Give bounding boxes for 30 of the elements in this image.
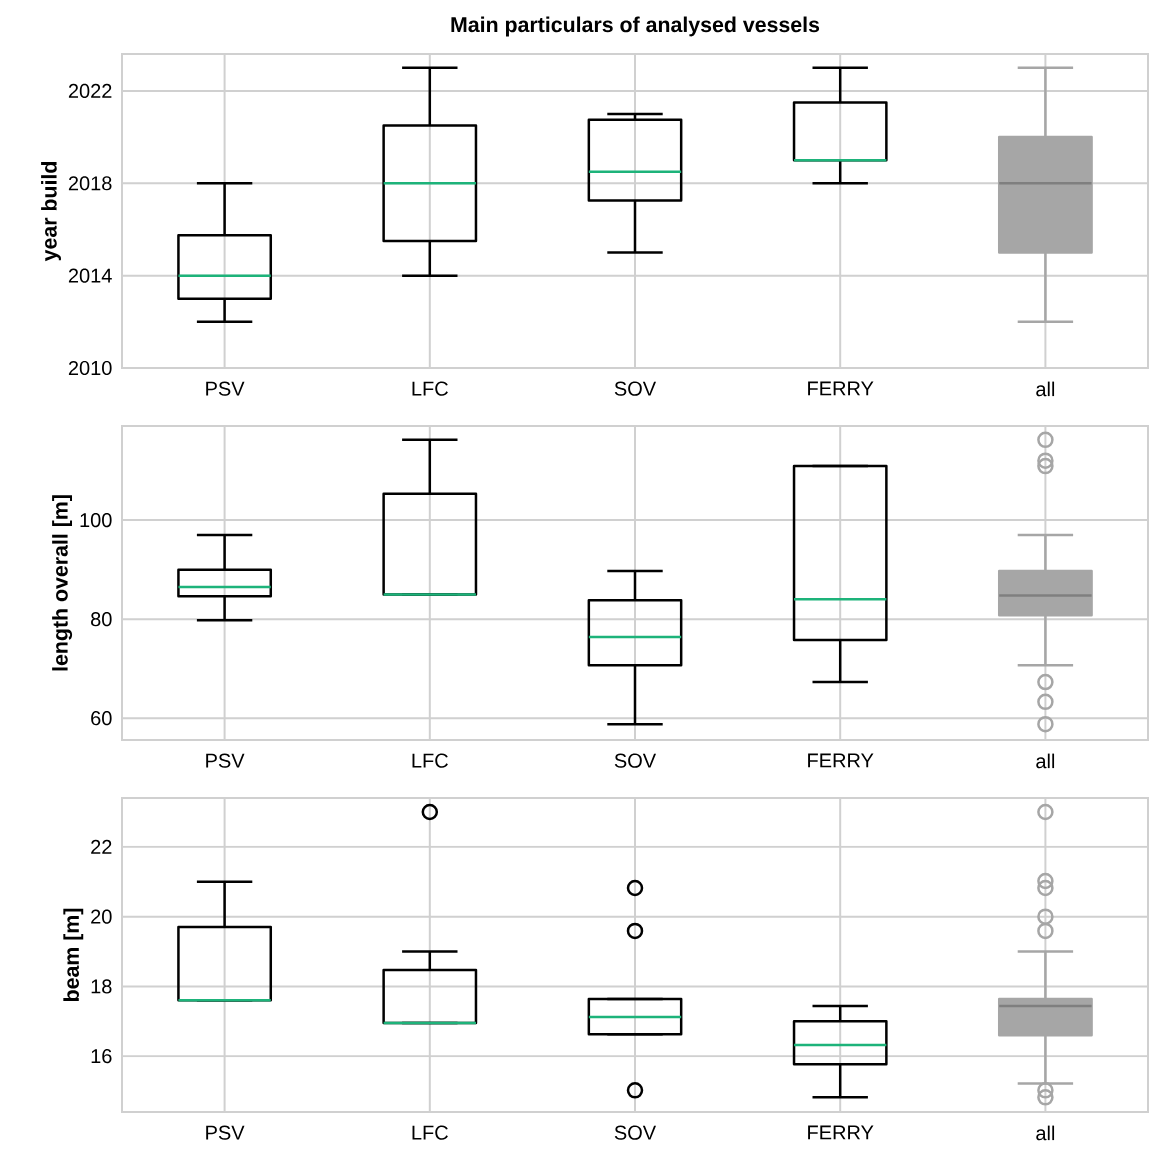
y-axis-title: year build	[41, 162, 61, 262]
x-tick-label: LFC	[412, 753, 448, 768]
x-tick-label: SOV	[614, 753, 657, 768]
y-axis-title: beam [m]	[63, 908, 84, 1002]
y-tick-label: 2018	[68, 176, 112, 191]
y-tick-label: 22	[91, 839, 112, 854]
y-tick-label: 2010	[68, 360, 112, 376]
y-tick-label: 100	[80, 513, 112, 528]
x-tick-label: LFC	[412, 381, 448, 396]
x-tick-label: all	[1036, 381, 1055, 397]
x-tick-label: all	[1036, 753, 1055, 769]
y-tick-label: 2022	[68, 83, 112, 99]
x-tick-label: all	[1036, 1125, 1055, 1141]
y-tick-label: 2014	[68, 268, 112, 283]
y-tick-label: 80	[91, 612, 112, 627]
chart-title: Main particulars of analysed vessels	[451, 16, 820, 37]
x-tick-label: SOV	[614, 381, 657, 396]
y-tick-label: 20	[91, 909, 112, 924]
x-tick-label: FERRY	[808, 1125, 874, 1140]
y-tick-label: 60	[91, 711, 112, 726]
x-tick-label: FERRY	[808, 381, 874, 396]
y-tick-label: 18	[91, 979, 112, 994]
x-tick-label: FERRY	[808, 753, 874, 768]
x-tick-label: PSV	[206, 753, 245, 768]
x-tick-label: LFC	[412, 1125, 448, 1140]
y-axis-title: length overall [m]	[52, 495, 73, 671]
x-tick-label: SOV	[614, 1125, 657, 1140]
x-tick-label: PSV	[206, 1125, 245, 1140]
y-tick-label: 16	[91, 1049, 112, 1064]
x-tick-label: PSV	[206, 381, 245, 396]
